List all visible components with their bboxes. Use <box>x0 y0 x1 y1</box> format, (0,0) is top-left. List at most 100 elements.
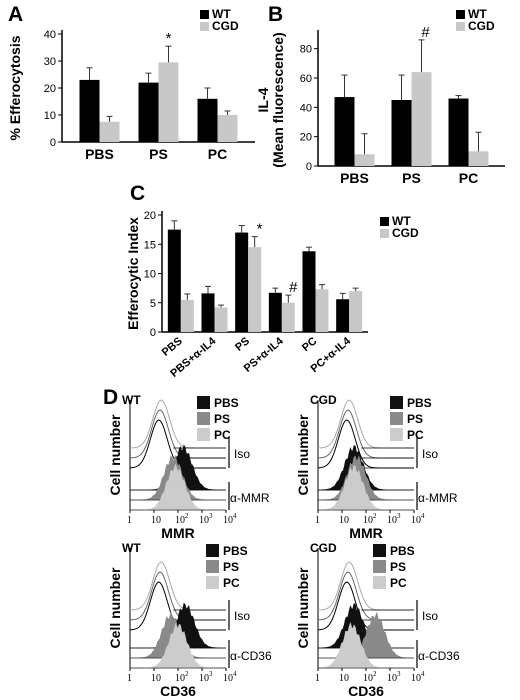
bar <box>158 62 179 142</box>
hist-legend-swatch <box>390 396 403 409</box>
bar <box>214 307 228 332</box>
hist-x-tick-label: 10 <box>363 515 373 526</box>
antibody-label: α-MMR <box>418 491 458 505</box>
y-tick-label: 40 <box>300 102 312 114</box>
legend-swatch <box>456 10 465 19</box>
hist-x-tick-exponent: 2 <box>373 512 377 520</box>
significance-marker: * <box>166 30 172 47</box>
hist-y-label: Cell number <box>107 567 123 648</box>
category-label: PBS <box>340 170 369 186</box>
hist-x-tick-label: 10 <box>411 515 421 526</box>
hist-x-tick-label: 1 <box>315 673 320 684</box>
hist-x-tick-exponent: 4 <box>233 670 237 678</box>
hist-legend-swatch <box>373 544 386 557</box>
hist-legend-label: PC <box>390 576 407 590</box>
hist-legend-label: PS <box>407 412 423 426</box>
y-tick-label: 0 <box>150 327 156 339</box>
legend-label: CGD <box>212 19 239 33</box>
hist-legend-label: PC <box>214 428 231 442</box>
legend-swatch <box>200 22 209 31</box>
hist-legend-label: PBS <box>407 396 432 410</box>
bar <box>468 151 489 166</box>
bar <box>411 72 432 166</box>
hist-legend-label: PBS <box>214 396 239 410</box>
hist-legend-swatch <box>197 428 210 441</box>
bar <box>334 97 355 166</box>
bar <box>354 154 375 166</box>
antibody-label: α-CD36 <box>418 649 460 663</box>
category-label: PS <box>149 146 168 162</box>
chart-b: 0 20 40 60 80 IL-4 (Mean fluorescence) PBS # PS PC… <box>255 7 505 186</box>
hist-legend-swatch <box>197 412 210 425</box>
group-label: CGD <box>310 541 337 555</box>
category-label: PC <box>300 335 319 354</box>
hist-x-tick-label: 10 <box>387 673 397 684</box>
hist-x-tick-label: 1 <box>315 515 320 526</box>
iso-curve <box>129 399 226 449</box>
bar <box>349 291 363 332</box>
legend-label: CGD <box>468 19 495 33</box>
legend-swatch <box>380 229 389 238</box>
hist-x-label: CD36 <box>160 683 196 699</box>
bar <box>448 98 469 166</box>
panel-label-d: D <box>103 386 118 409</box>
hist-x-label: MMR <box>349 525 382 541</box>
hist-x-tick-label: 1 <box>127 515 132 526</box>
significance-marker: * <box>257 221 263 238</box>
legend-swatch <box>200 10 209 19</box>
y-tick-label: 80 <box>300 44 312 56</box>
group-label: WT <box>122 393 141 407</box>
hist-x-tick-label: 10 <box>175 673 185 684</box>
hist-x-tick-exponent: 4 <box>233 512 237 520</box>
hist-legend-label: PS <box>223 560 239 574</box>
hist-y-label: Cell number <box>295 414 311 495</box>
hist-y-label: Cell number <box>107 414 123 495</box>
hist-legend-swatch <box>373 560 386 573</box>
iso-label: Iso <box>234 447 250 461</box>
hist-legend-label: PC <box>407 428 424 442</box>
hist-legend-swatch <box>206 576 219 589</box>
iso-curve <box>317 419 414 469</box>
y-tick-label: 0 <box>50 137 56 149</box>
y-axis-label: Efferocytic Index <box>125 217 141 330</box>
hist-x-tick-exponent: 3 <box>209 670 213 678</box>
hist-x-tick-label: 10 <box>387 515 397 526</box>
hist-x-tick-label: 10 <box>151 673 161 684</box>
significance-marker: # <box>421 24 430 41</box>
hist-x-tick-exponent: 4 <box>421 670 425 678</box>
y-tick-label: 0 <box>306 161 312 173</box>
hist-x-label: MMR <box>161 525 194 541</box>
hist-x-tick-exponent: 2 <box>185 512 189 520</box>
hist-x-tick-label: 10 <box>363 673 373 684</box>
panel-label-a: A <box>8 3 23 26</box>
bar <box>99 121 120 142</box>
bar <box>197 98 218 142</box>
bar <box>217 115 238 142</box>
antibody-label: α-CD36 <box>230 649 272 663</box>
hist-x-tick-exponent: 3 <box>397 670 401 678</box>
legend-swatch <box>456 22 465 31</box>
hist-x-tick-exponent: 2 <box>373 670 377 678</box>
group-label: CGD <box>310 393 337 407</box>
bar <box>315 289 329 332</box>
category-label: PBS <box>160 335 185 359</box>
bar <box>180 299 194 332</box>
hist-legend-swatch <box>390 428 403 441</box>
hist-legend-swatch <box>206 560 219 573</box>
iso-label: Iso <box>422 609 438 623</box>
antibody-histogram <box>130 622 226 669</box>
bar <box>248 247 262 332</box>
y-axis-label-2: (Mean fluorescence) <box>270 32 286 167</box>
hist-x-tick-label: 10 <box>199 673 209 684</box>
legend-label: CGD <box>392 226 419 240</box>
category-label: PS <box>402 170 421 186</box>
y-tick-label: 30 <box>44 56 56 68</box>
hist-x-tick-label: 10 <box>199 515 209 526</box>
hist-x-tick-exponent: 3 <box>209 512 213 520</box>
hist-legend-swatch <box>206 544 219 557</box>
hist-legend-swatch <box>373 576 386 589</box>
category-label: PC <box>459 170 478 186</box>
category-label: PC <box>208 146 227 162</box>
legend-swatch <box>380 217 389 226</box>
